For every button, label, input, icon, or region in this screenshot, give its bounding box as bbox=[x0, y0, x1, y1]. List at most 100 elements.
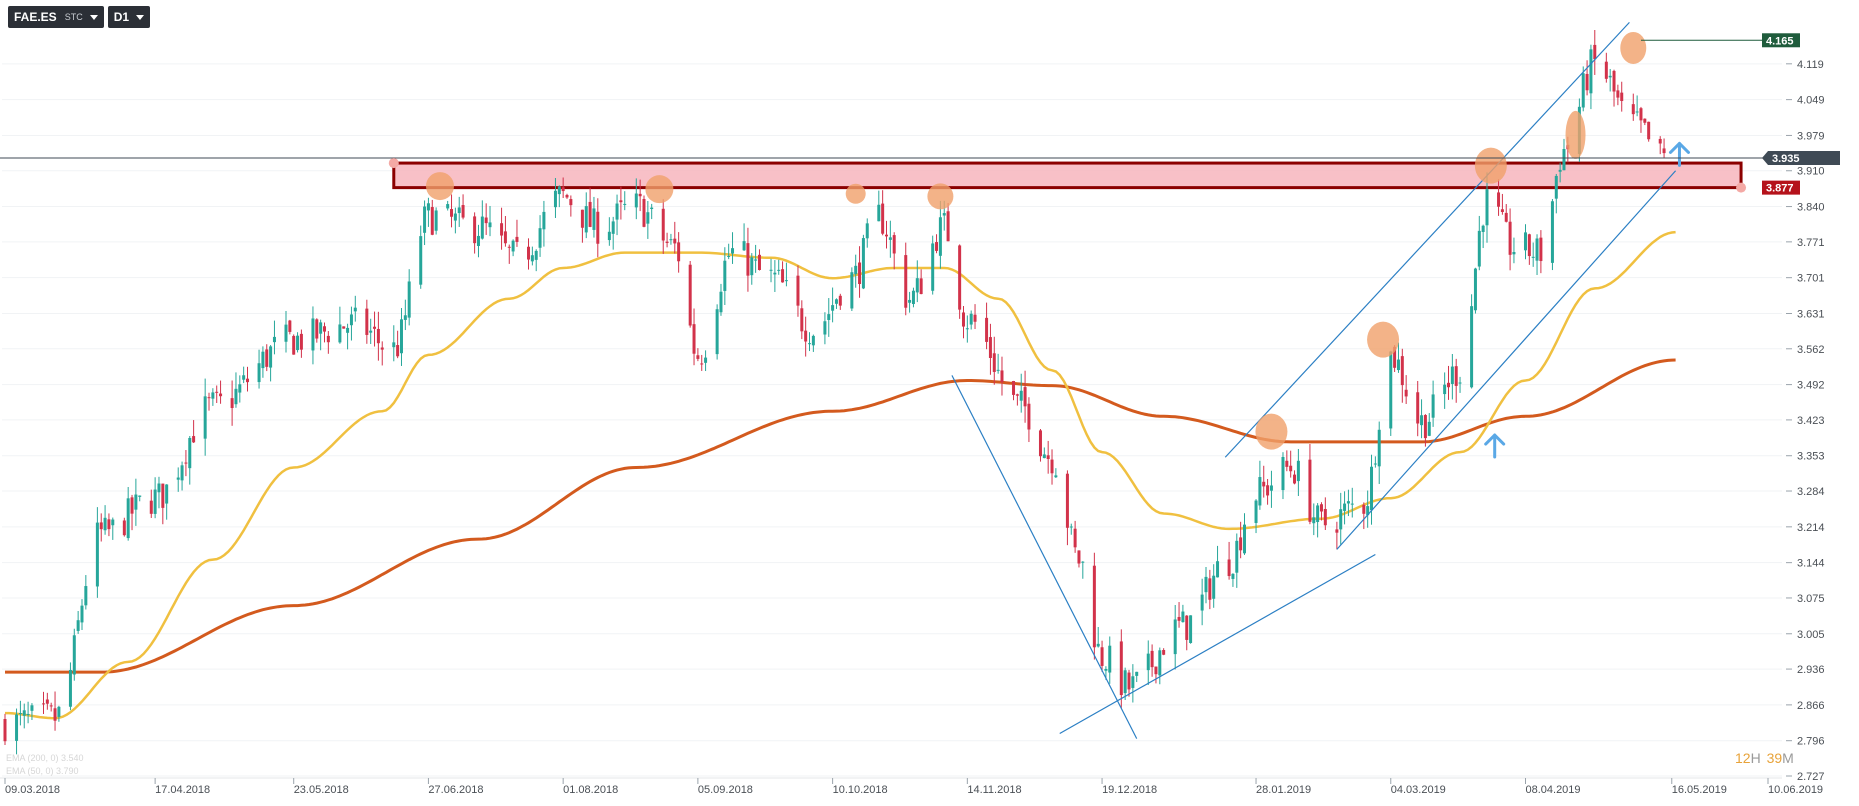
candle-body bbox=[888, 237, 892, 240]
trendline[interactable] bbox=[1336, 170, 1677, 550]
candle-body bbox=[742, 241, 746, 251]
y-tick-label: 3.144 bbox=[1797, 558, 1825, 570]
candle-body bbox=[750, 257, 754, 276]
candle-body bbox=[269, 346, 273, 368]
candle-body bbox=[238, 384, 242, 393]
candle-body bbox=[1262, 481, 1266, 487]
candle-body bbox=[1231, 573, 1235, 579]
candle-body bbox=[638, 193, 642, 197]
resistance-zone-rect[interactable] bbox=[392, 161, 1743, 190]
candle-body bbox=[1362, 504, 1366, 514]
candle-body bbox=[1015, 394, 1019, 396]
candle-body bbox=[1589, 49, 1593, 94]
candle-body bbox=[1108, 645, 1112, 673]
candle-body bbox=[30, 705, 34, 711]
x-tick-label: 04.03.2019 bbox=[1391, 784, 1446, 796]
trendline[interactable] bbox=[1224, 21, 1630, 458]
candle-body bbox=[1658, 138, 1662, 144]
trendline[interactable] bbox=[951, 375, 1138, 739]
candle-body bbox=[1427, 421, 1431, 436]
y-tick-label: 3.701 bbox=[1797, 273, 1825, 285]
candle-body bbox=[646, 212, 650, 224]
candle-body bbox=[1254, 500, 1258, 523]
candle-body bbox=[1562, 149, 1566, 171]
candle-body bbox=[704, 357, 708, 363]
y-tick-label: 3.771 bbox=[1797, 237, 1825, 249]
candle-body bbox=[784, 280, 788, 282]
candle-body bbox=[588, 201, 592, 227]
x-tick-label: 08.04.2019 bbox=[1525, 784, 1580, 796]
candle-body bbox=[1508, 221, 1512, 255]
candle-body bbox=[1100, 647, 1104, 666]
candle-body bbox=[634, 193, 638, 208]
candle-body bbox=[365, 308, 369, 335]
candle-body bbox=[188, 437, 192, 469]
interval-selector[interactable]: D1 bbox=[107, 6, 151, 28]
candle-body bbox=[688, 264, 692, 326]
current-price-badge-bg bbox=[1762, 150, 1840, 165]
candle-body bbox=[1523, 232, 1527, 251]
candle-body bbox=[1593, 44, 1597, 60]
candle-body bbox=[1104, 668, 1108, 671]
highlight-marker bbox=[1565, 110, 1586, 159]
ema50-line bbox=[5, 230, 1676, 720]
candle-body bbox=[973, 314, 977, 322]
candle-body bbox=[1377, 429, 1381, 467]
candle-body bbox=[1635, 111, 1639, 113]
candle-body bbox=[1620, 92, 1624, 102]
candle-body bbox=[1550, 201, 1554, 263]
candle-body bbox=[1458, 382, 1462, 384]
candle-body bbox=[426, 203, 430, 211]
candle-body bbox=[935, 242, 939, 251]
symbol-selector[interactable]: FAE.ES STC bbox=[8, 6, 104, 28]
zone-anchor-right[interactable] bbox=[1736, 182, 1747, 193]
x-tick-label: 17.04.2018 bbox=[155, 784, 210, 796]
candle-body bbox=[1504, 212, 1508, 222]
highlight-marker bbox=[845, 183, 866, 204]
price-lines bbox=[0, 39, 1800, 193]
candle-body bbox=[18, 713, 22, 715]
candle-body bbox=[80, 605, 84, 623]
symbol-label: FAE.ES bbox=[14, 10, 57, 24]
candle-body bbox=[292, 335, 296, 355]
trendline[interactable] bbox=[1059, 553, 1376, 735]
candle-body bbox=[215, 391, 219, 393]
candle-body bbox=[942, 213, 946, 216]
candle-body bbox=[53, 708, 57, 721]
candle-body bbox=[1123, 670, 1127, 694]
candle-body bbox=[800, 308, 804, 332]
candle-body bbox=[246, 378, 250, 383]
candle-body bbox=[349, 314, 353, 326]
candle-body bbox=[1608, 75, 1612, 78]
candle-body bbox=[881, 203, 885, 234]
candle-body bbox=[322, 326, 326, 332]
candle-body bbox=[611, 221, 615, 234]
candle-body bbox=[346, 327, 350, 333]
candle-body bbox=[272, 336, 276, 343]
x-tick-label: 16.05.2019 bbox=[1672, 784, 1727, 796]
candle-body bbox=[41, 703, 45, 705]
candle-body bbox=[95, 522, 99, 587]
candle-body bbox=[15, 714, 19, 741]
candle-body bbox=[1477, 230, 1481, 267]
candle-body bbox=[99, 522, 103, 530]
candle-body bbox=[877, 204, 881, 222]
candle-body bbox=[561, 187, 565, 192]
candle-body bbox=[1323, 508, 1327, 526]
candle-body bbox=[57, 706, 61, 717]
highlight-marker bbox=[425, 172, 454, 201]
candle-body bbox=[161, 483, 165, 508]
candle-body bbox=[219, 393, 223, 397]
candle-body bbox=[754, 259, 758, 261]
candle-body bbox=[1158, 650, 1162, 676]
candle-body bbox=[1216, 561, 1220, 578]
candle-body bbox=[1050, 459, 1054, 474]
candle-body bbox=[1069, 526, 1073, 528]
candle-body bbox=[203, 396, 207, 439]
candle-body bbox=[1208, 578, 1212, 600]
candle-body bbox=[22, 710, 26, 716]
zone-anchor-left[interactable] bbox=[388, 158, 399, 169]
candle-body bbox=[473, 216, 477, 244]
candle-body bbox=[584, 206, 588, 233]
